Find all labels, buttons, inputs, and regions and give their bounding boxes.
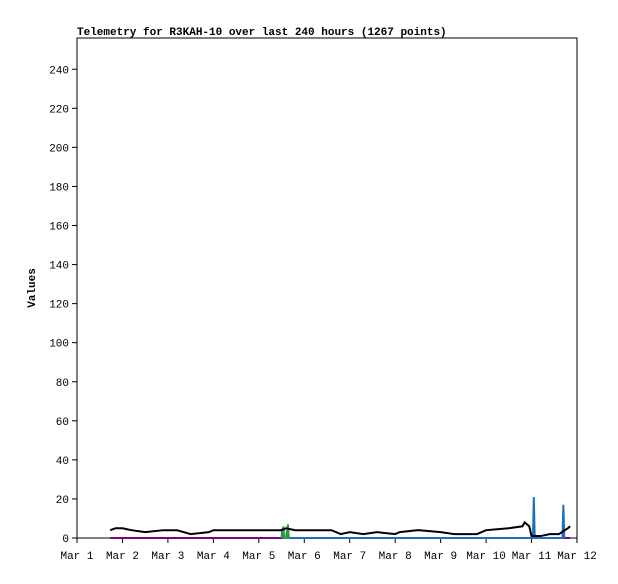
y-tick-label: 240	[49, 65, 69, 77]
y-tick-label: 40	[56, 456, 69, 468]
y-tick-label: 180	[49, 182, 69, 194]
y-tick-label: 200	[49, 143, 69, 155]
y-tick-label: 20	[56, 495, 69, 507]
y-axis-label: Values	[27, 268, 39, 308]
series-line	[280, 496, 566, 539]
y-tick-label: 160	[49, 222, 69, 234]
x-tick-label: Mar 1	[60, 551, 93, 563]
y-tick-label: 80	[56, 378, 69, 390]
x-tick-label: Mar 4	[197, 551, 230, 563]
chart-title: Telemetry for R3KAH-10 over last 240 hou…	[77, 27, 447, 39]
y-tick-label: 220	[49, 104, 69, 116]
y-tick-label: 0	[62, 534, 69, 546]
y-tick-label: 120	[49, 300, 69, 312]
x-tick-label: Mar 3	[151, 551, 184, 563]
x-tick-label: Mar 7	[333, 551, 366, 563]
y-tick-label: 60	[56, 417, 69, 429]
series-line	[281, 524, 290, 539]
x-tick-label: Mar 12	[557, 551, 597, 563]
y-tick-label: 100	[49, 339, 69, 351]
x-tick-label: Mar 8	[379, 551, 412, 563]
x-tick-label: Mar 11	[512, 551, 552, 563]
x-tick-label: Mar 10	[466, 551, 506, 563]
x-tick-label: Mar 9	[424, 551, 457, 563]
series-line	[109, 520, 571, 538]
plot-frame	[76, 37, 578, 539]
x-tick-label: Mar 6	[288, 551, 321, 563]
x-tick-label: Mar 2	[106, 551, 139, 563]
x-tick-label: Mar 5	[242, 551, 275, 563]
y-tick-label: 140	[49, 261, 69, 273]
